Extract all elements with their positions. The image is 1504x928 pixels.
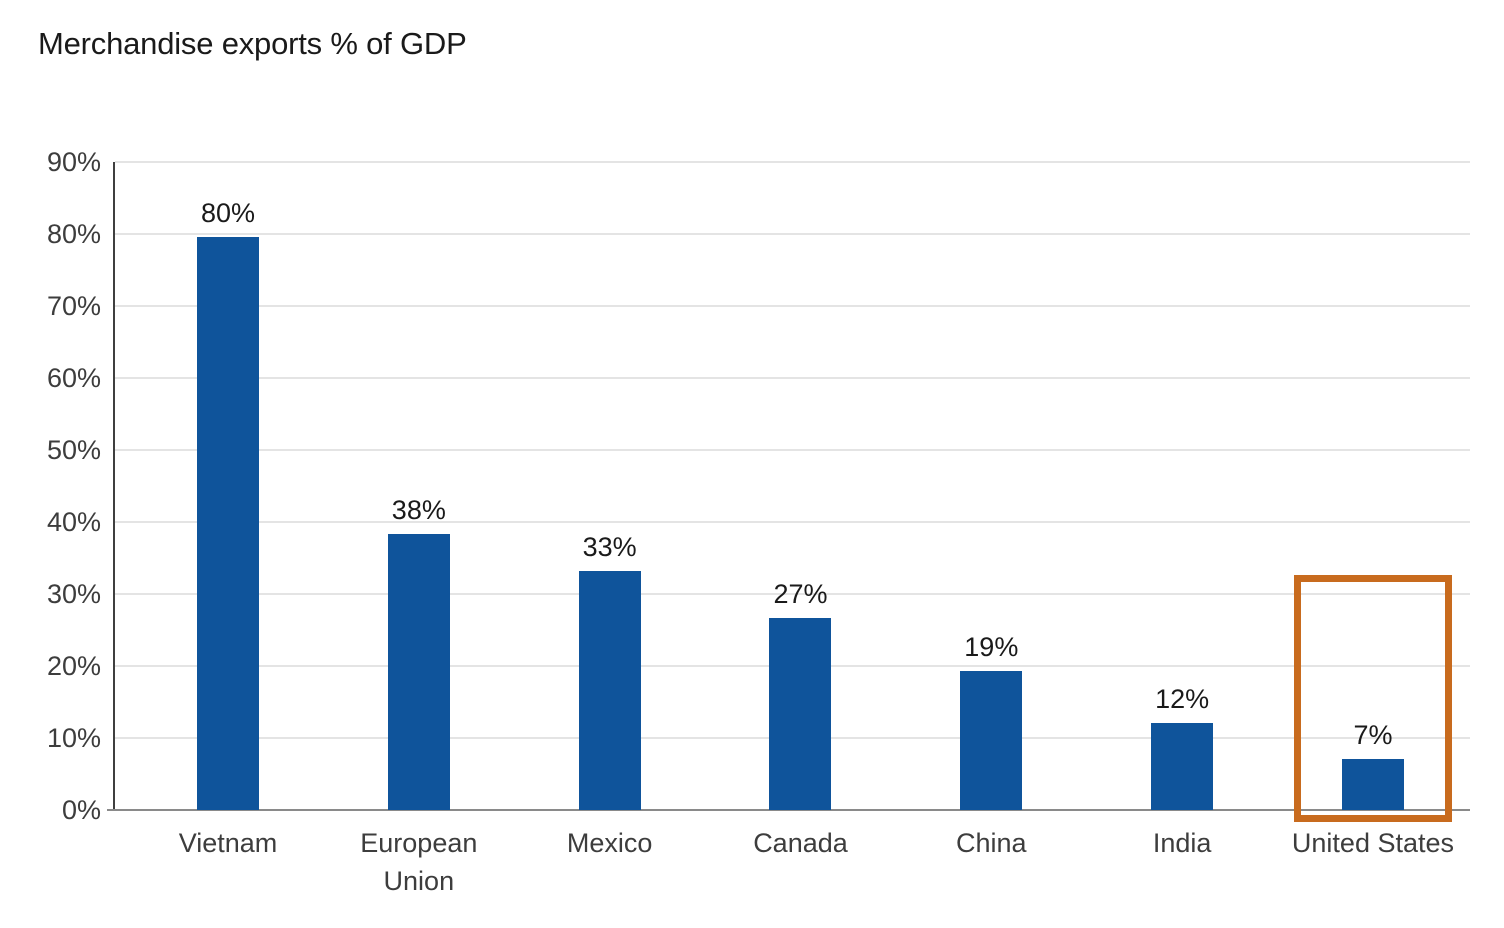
y-tick-label: 80% <box>46 219 101 249</box>
plot-area: 0% 10% 20% 30% 40% 50% 60% 70% 80% 90% 80% Vietnam 3… <box>47 147 1470 896</box>
bar <box>197 236 259 810</box>
bar-value-label: 19% <box>964 632 1019 663</box>
x-tick-label: United States <box>1291 828 1455 858</box>
bar-value-label: 38% <box>391 494 446 525</box>
bar <box>960 671 1023 810</box>
y-tick-label: 0% <box>61 795 101 825</box>
bar <box>578 570 641 810</box>
y-tick-label: 20% <box>46 651 101 681</box>
chart-title: Merchandise exports % of GDP <box>38 26 467 61</box>
x-tick-label: India <box>1152 828 1212 858</box>
bar <box>387 533 450 810</box>
x-tick-label: Canada <box>753 828 848 858</box>
bar-value-label: 12% <box>1155 683 1210 714</box>
x-tick-label: China <box>956 828 1027 858</box>
y-tick-label: 10% <box>46 723 101 753</box>
y-axis-line <box>113 162 115 810</box>
bar-value-label: 80% <box>200 197 256 228</box>
y-tick-label: 70% <box>46 291 101 321</box>
gridline <box>115 449 1470 451</box>
bar-value-label: 7% <box>1353 719 1393 750</box>
bar <box>769 618 832 810</box>
gridline <box>115 233 1470 235</box>
gridline <box>115 305 1470 307</box>
bar <box>1151 722 1214 810</box>
gridline <box>115 161 1470 163</box>
y-tick-label: 60% <box>46 363 101 393</box>
bar-value-label: 33% <box>582 531 637 562</box>
gridline <box>115 593 1470 595</box>
bar-value-label: 27% <box>773 579 828 610</box>
bar <box>1341 758 1404 810</box>
gridline <box>115 521 1470 523</box>
x-axis-line <box>107 809 1470 811</box>
y-tick-label: 30% <box>46 579 101 609</box>
y-tick-label: 40% <box>46 507 101 537</box>
x-tick-label: Vietnam <box>178 828 278 858</box>
y-tick-label: 50% <box>46 435 101 465</box>
highlight-box <box>1293 575 1452 822</box>
x-tick-label: Mexico <box>566 828 653 858</box>
x-tick-label: European Union <box>360 828 478 896</box>
y-tick-label: 90% <box>46 147 101 177</box>
gridline <box>115 377 1470 379</box>
